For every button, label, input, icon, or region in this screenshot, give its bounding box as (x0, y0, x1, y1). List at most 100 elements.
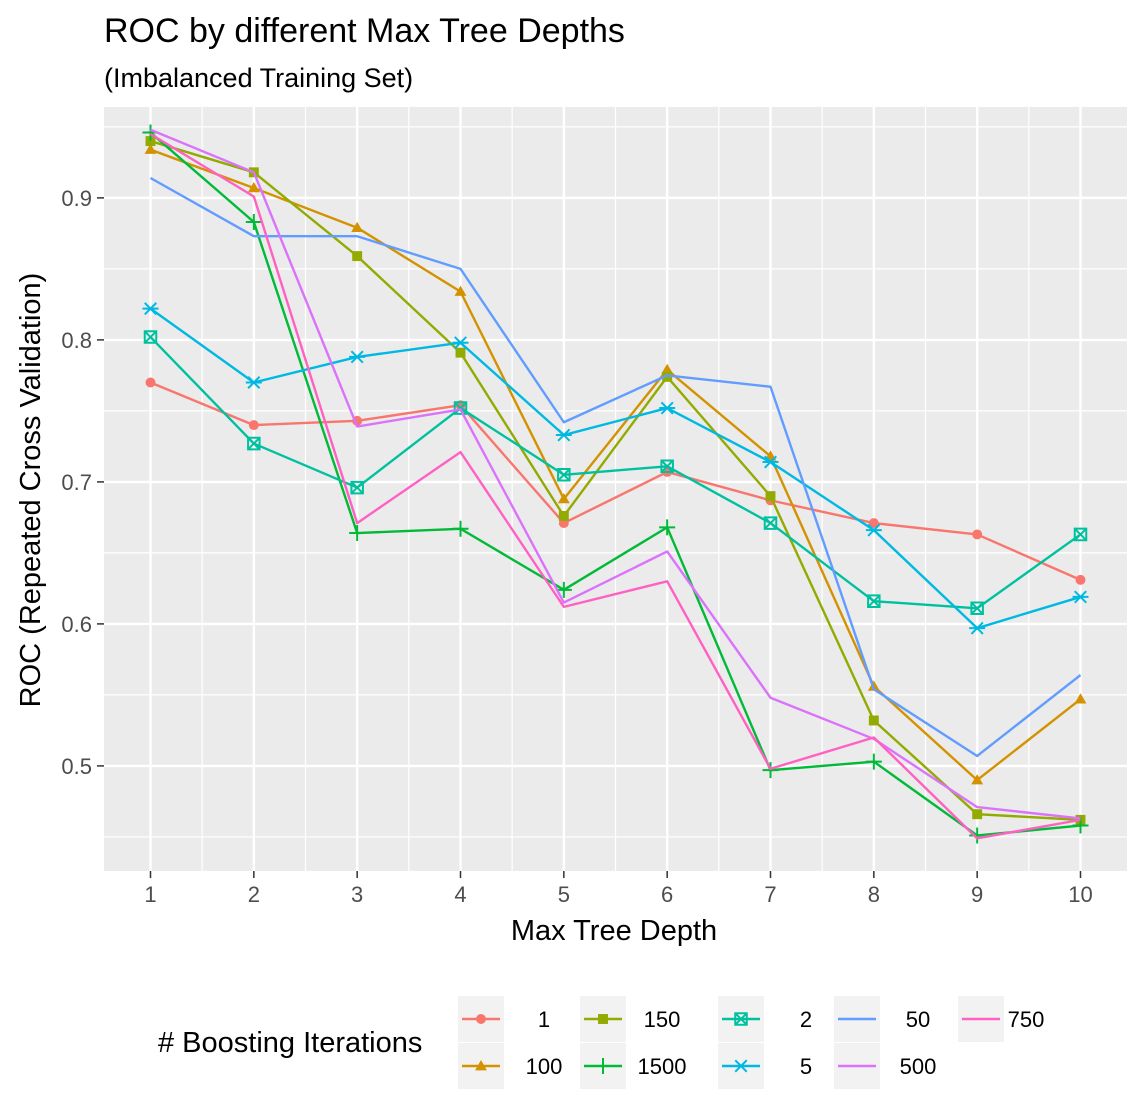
x-tick-label: 10 (1068, 882, 1092, 907)
legend-label: 1 (538, 1007, 550, 1032)
data-point (865, 523, 882, 537)
data-point (1072, 590, 1089, 604)
data-point (476, 1014, 486, 1024)
data-point (350, 480, 364, 495)
legend-label: 150 (644, 1007, 681, 1032)
series-line (149, 131, 1081, 837)
legend-items: 1 100 150 1500 2 5 50 500 750 (458, 996, 1044, 1089)
grid-minor (104, 107, 1127, 871)
data-point (659, 519, 676, 536)
data-point (970, 601, 984, 616)
data-point (660, 459, 674, 474)
series-100 (144, 143, 1087, 785)
data-point (762, 762, 779, 779)
x-tick-label: 2 (248, 882, 260, 907)
data-point (661, 363, 674, 375)
y-tick-label: 0.8 (61, 328, 92, 353)
data-point (248, 420, 259, 431)
series-line (150, 381, 1081, 581)
x-axis: 1 2 3 4 5 6 7 8 9 10 (144, 871, 1093, 907)
data-point (595, 1058, 611, 1074)
data-point (1074, 693, 1087, 704)
legend-label: 750 (1008, 1007, 1045, 1032)
data-point (733, 1059, 749, 1073)
data-point (454, 285, 467, 296)
legend-title: # Boosting Iterations (158, 1027, 422, 1059)
legend-item-150: 150 (580, 996, 680, 1042)
data-point (972, 809, 983, 820)
data-point (245, 214, 262, 231)
data-point (972, 529, 983, 540)
x-tick-label: 6 (661, 882, 673, 907)
data-point (142, 302, 159, 316)
series-line (150, 128, 1081, 820)
data-point (145, 136, 156, 147)
x-tick-label: 4 (454, 882, 466, 907)
legend-item-500: 500 (834, 1043, 936, 1089)
x-tick-label: 5 (558, 882, 570, 907)
series-1500 (142, 124, 1089, 844)
data-point (558, 511, 569, 521)
series-line (149, 336, 1082, 610)
legend: # Boosting Iterations 1 100 150 1500 2 5 50 500… (158, 996, 1044, 1089)
data-point (245, 376, 262, 389)
data-point (868, 715, 879, 726)
data-point (144, 143, 157, 154)
legend-item-2: 2 (718, 996, 812, 1042)
data-point (969, 827, 986, 844)
legend-label: 2 (800, 1007, 812, 1032)
data-point (763, 516, 778, 530)
data-point (247, 436, 261, 451)
y-axis-title: ROC (Repeated Cross Validation) (15, 273, 47, 708)
legend-label: 5 (800, 1054, 812, 1079)
legend-item-100: 100 (458, 1043, 562, 1089)
data-point (969, 621, 986, 635)
series-5 (142, 302, 1089, 635)
data-point (598, 1014, 608, 1024)
legend-item-5: 5 (718, 1043, 812, 1089)
data-point (868, 518, 879, 529)
data-point (452, 336, 469, 350)
chart-title: ROC by different Max Tree Depths (104, 12, 625, 50)
series-2 (143, 330, 1088, 616)
grid-major (104, 107, 1127, 871)
legend-label: 100 (526, 1054, 563, 1079)
legend-item-1500: 1500 (580, 1043, 686, 1089)
series-line (149, 176, 1082, 758)
data-point (734, 1012, 748, 1026)
data-point (971, 774, 984, 785)
data-point (455, 347, 466, 358)
x-tick-label: 8 (868, 882, 880, 907)
data-point (865, 753, 882, 770)
series-500 (150, 128, 1081, 820)
series-line (149, 307, 1081, 630)
y-axis: 0.5 0.6 0.7 0.8 0.9 (61, 186, 104, 779)
y-tick-label: 0.6 (61, 612, 92, 637)
data-point (555, 428, 572, 442)
data-point (143, 330, 158, 344)
legend-item-50: 50 (834, 996, 930, 1042)
legend-item-1: 1 (458, 996, 550, 1042)
data-point (351, 221, 364, 233)
legend-item-750: 750 (958, 996, 1044, 1042)
y-tick-label: 0.9 (61, 186, 92, 211)
x-tick-label: 9 (971, 882, 983, 907)
y-tick-label: 0.5 (61, 754, 92, 779)
data-point (662, 371, 673, 382)
series-line (150, 148, 1082, 782)
data-point (555, 581, 572, 598)
x-axis-title: Max Tree Depth (511, 915, 717, 947)
data-point (765, 491, 776, 502)
series-line (150, 139, 1081, 822)
data-point (452, 520, 469, 537)
series-line (149, 132, 1081, 840)
data-point (557, 468, 571, 482)
data-point (867, 594, 881, 608)
x-tick-label: 3 (351, 882, 363, 907)
data-point (1075, 574, 1086, 585)
data-point (475, 1060, 487, 1071)
data-point (145, 377, 156, 388)
data-point (762, 455, 779, 469)
data-point (349, 350, 366, 364)
